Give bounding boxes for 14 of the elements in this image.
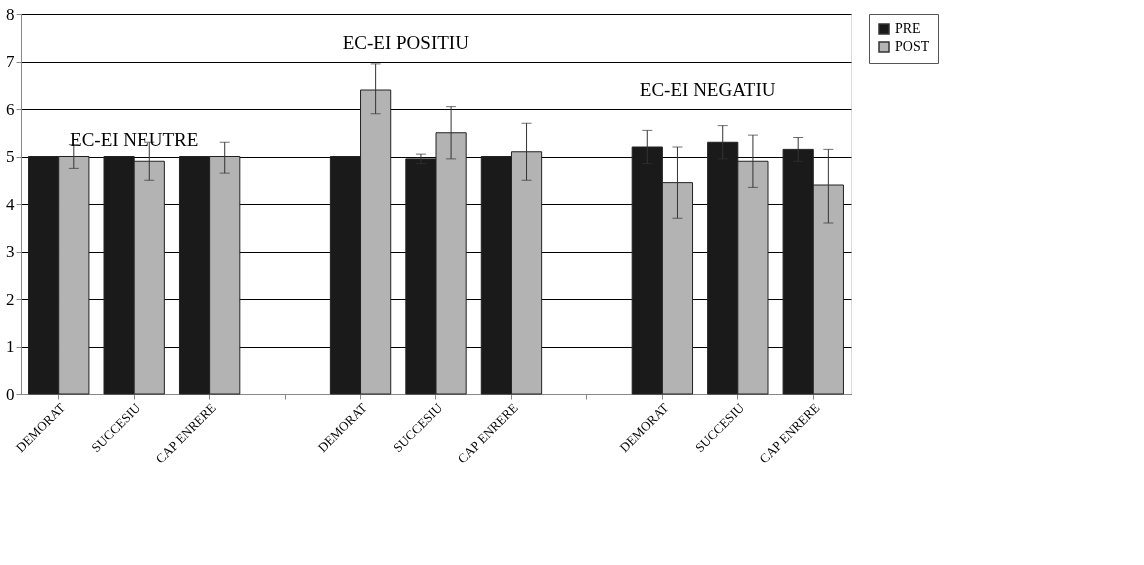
y-tick-label: 2 — [6, 289, 15, 309]
y-tick-label: 0 — [6, 384, 15, 404]
y-tick-label: 1 — [6, 337, 15, 356]
annotation: EC-EI NEUTRE — [70, 128, 199, 150]
y-tick-label: 7 — [6, 52, 15, 71]
y-tick-label: 4 — [6, 194, 15, 214]
y-tick-label: 6 — [6, 99, 15, 119]
y-tick-label: 5 — [6, 147, 15, 166]
legend-label: POST — [895, 39, 930, 54]
annotation: EC-EI NEGATIU — [639, 79, 776, 100]
legend-label: PRE — [895, 21, 921, 36]
annotation: EC-EI POSITIU — [342, 31, 470, 53]
y-tick-label: 8 — [6, 4, 15, 24]
y-tick-label: 3 — [6, 242, 15, 261]
